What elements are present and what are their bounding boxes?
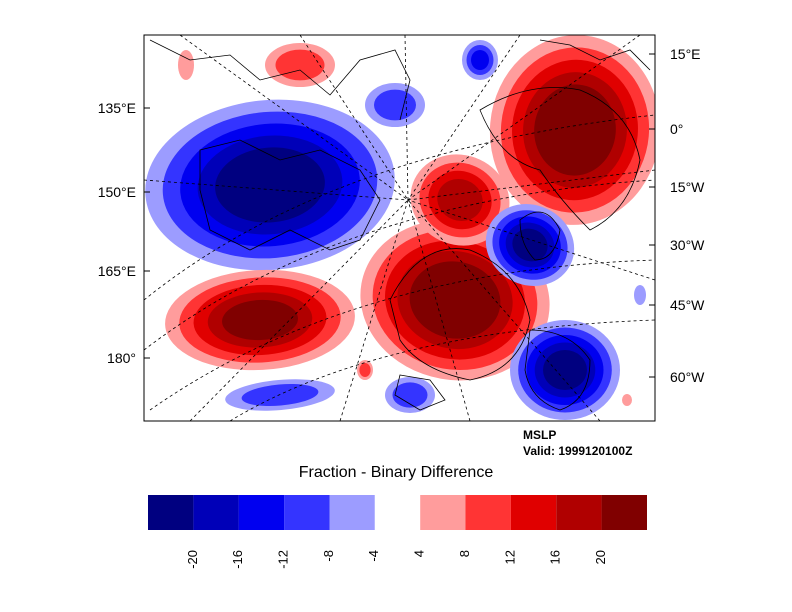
positive-anomaly-region [534, 84, 616, 176]
colorbar: -20 -16 -12 -8 -4 4 8 12 16 20 [148, 495, 647, 569]
colorbar-box [193, 495, 239, 530]
map-frame [143, 34, 656, 422]
colorbar-tick-label: -8 [321, 550, 336, 562]
graticule [144, 35, 655, 421]
coastlines [149, 39, 651, 411]
right-axis-label: 15°E [670, 46, 701, 62]
map-field [144, 35, 655, 421]
colorbar-box [329, 495, 375, 530]
right-axis-label: 60°W [670, 369, 705, 385]
annotation-valid: Valid: 1999120100Z [523, 444, 632, 458]
colorbar-tick-label: -20 [185, 550, 200, 569]
colorbar-box [284, 495, 330, 530]
negative-anomaly-region [392, 382, 428, 408]
negative-anomaly-region [471, 50, 489, 70]
negative-anomaly-region [215, 147, 325, 223]
annotation-field: MSLP [523, 428, 556, 442]
colorbar-title: Fraction - Binary Difference [299, 464, 494, 481]
colorbar-tick-label: 8 [457, 550, 472, 557]
colorbar-box [238, 495, 285, 530]
left-axis-label: 150°E [98, 184, 136, 200]
left-axis-label: 165°E [98, 263, 136, 279]
negative-anomaly-region [374, 89, 416, 121]
colorbar-tick-label: 4 [412, 550, 427, 557]
colorbar-tick-label: 16 [548, 550, 563, 564]
left-axis-label: 135°E [98, 100, 136, 116]
positive-anomaly-region [622, 394, 632, 406]
negative-anomaly-region [543, 350, 587, 390]
positive-anomaly-region [178, 50, 194, 80]
right-axis-label: 45°W [670, 297, 705, 313]
right-axis-label: 15°W [670, 179, 705, 195]
colorbar-tick-label: 12 [502, 550, 517, 564]
colorbar-box [420, 495, 466, 530]
positive-anomaly-region [437, 179, 483, 221]
colorbar-tick-label: 20 [593, 550, 608, 564]
right-axis-label: 0° [670, 121, 683, 137]
colorbar-box [601, 495, 647, 530]
negative-anomaly-region [241, 384, 319, 406]
colorbar-box [374, 495, 421, 530]
right-axis-label: 30°W [670, 237, 705, 253]
colorbar-tick-label: -4 [366, 550, 381, 562]
colorbar-tick-label: -12 [276, 550, 291, 569]
positive-anomaly-region [359, 363, 371, 377]
positive-anomaly-region [275, 49, 325, 81]
left-axis-label: 180° [107, 350, 136, 366]
colorbar-tick-label: -16 [230, 550, 245, 569]
left-axis: 135°E 150°E 165°E 180° [98, 100, 150, 366]
positive-anomaly-region [222, 299, 298, 341]
right-axis: 15°E 0° 15°W 30°W 45°W 60°W [649, 46, 705, 385]
negative-anomaly-region [634, 285, 646, 305]
colorbar-box [556, 495, 602, 530]
colorbar-box [510, 495, 557, 530]
colorbar-box [465, 495, 511, 530]
colorbar-box [148, 495, 194, 530]
